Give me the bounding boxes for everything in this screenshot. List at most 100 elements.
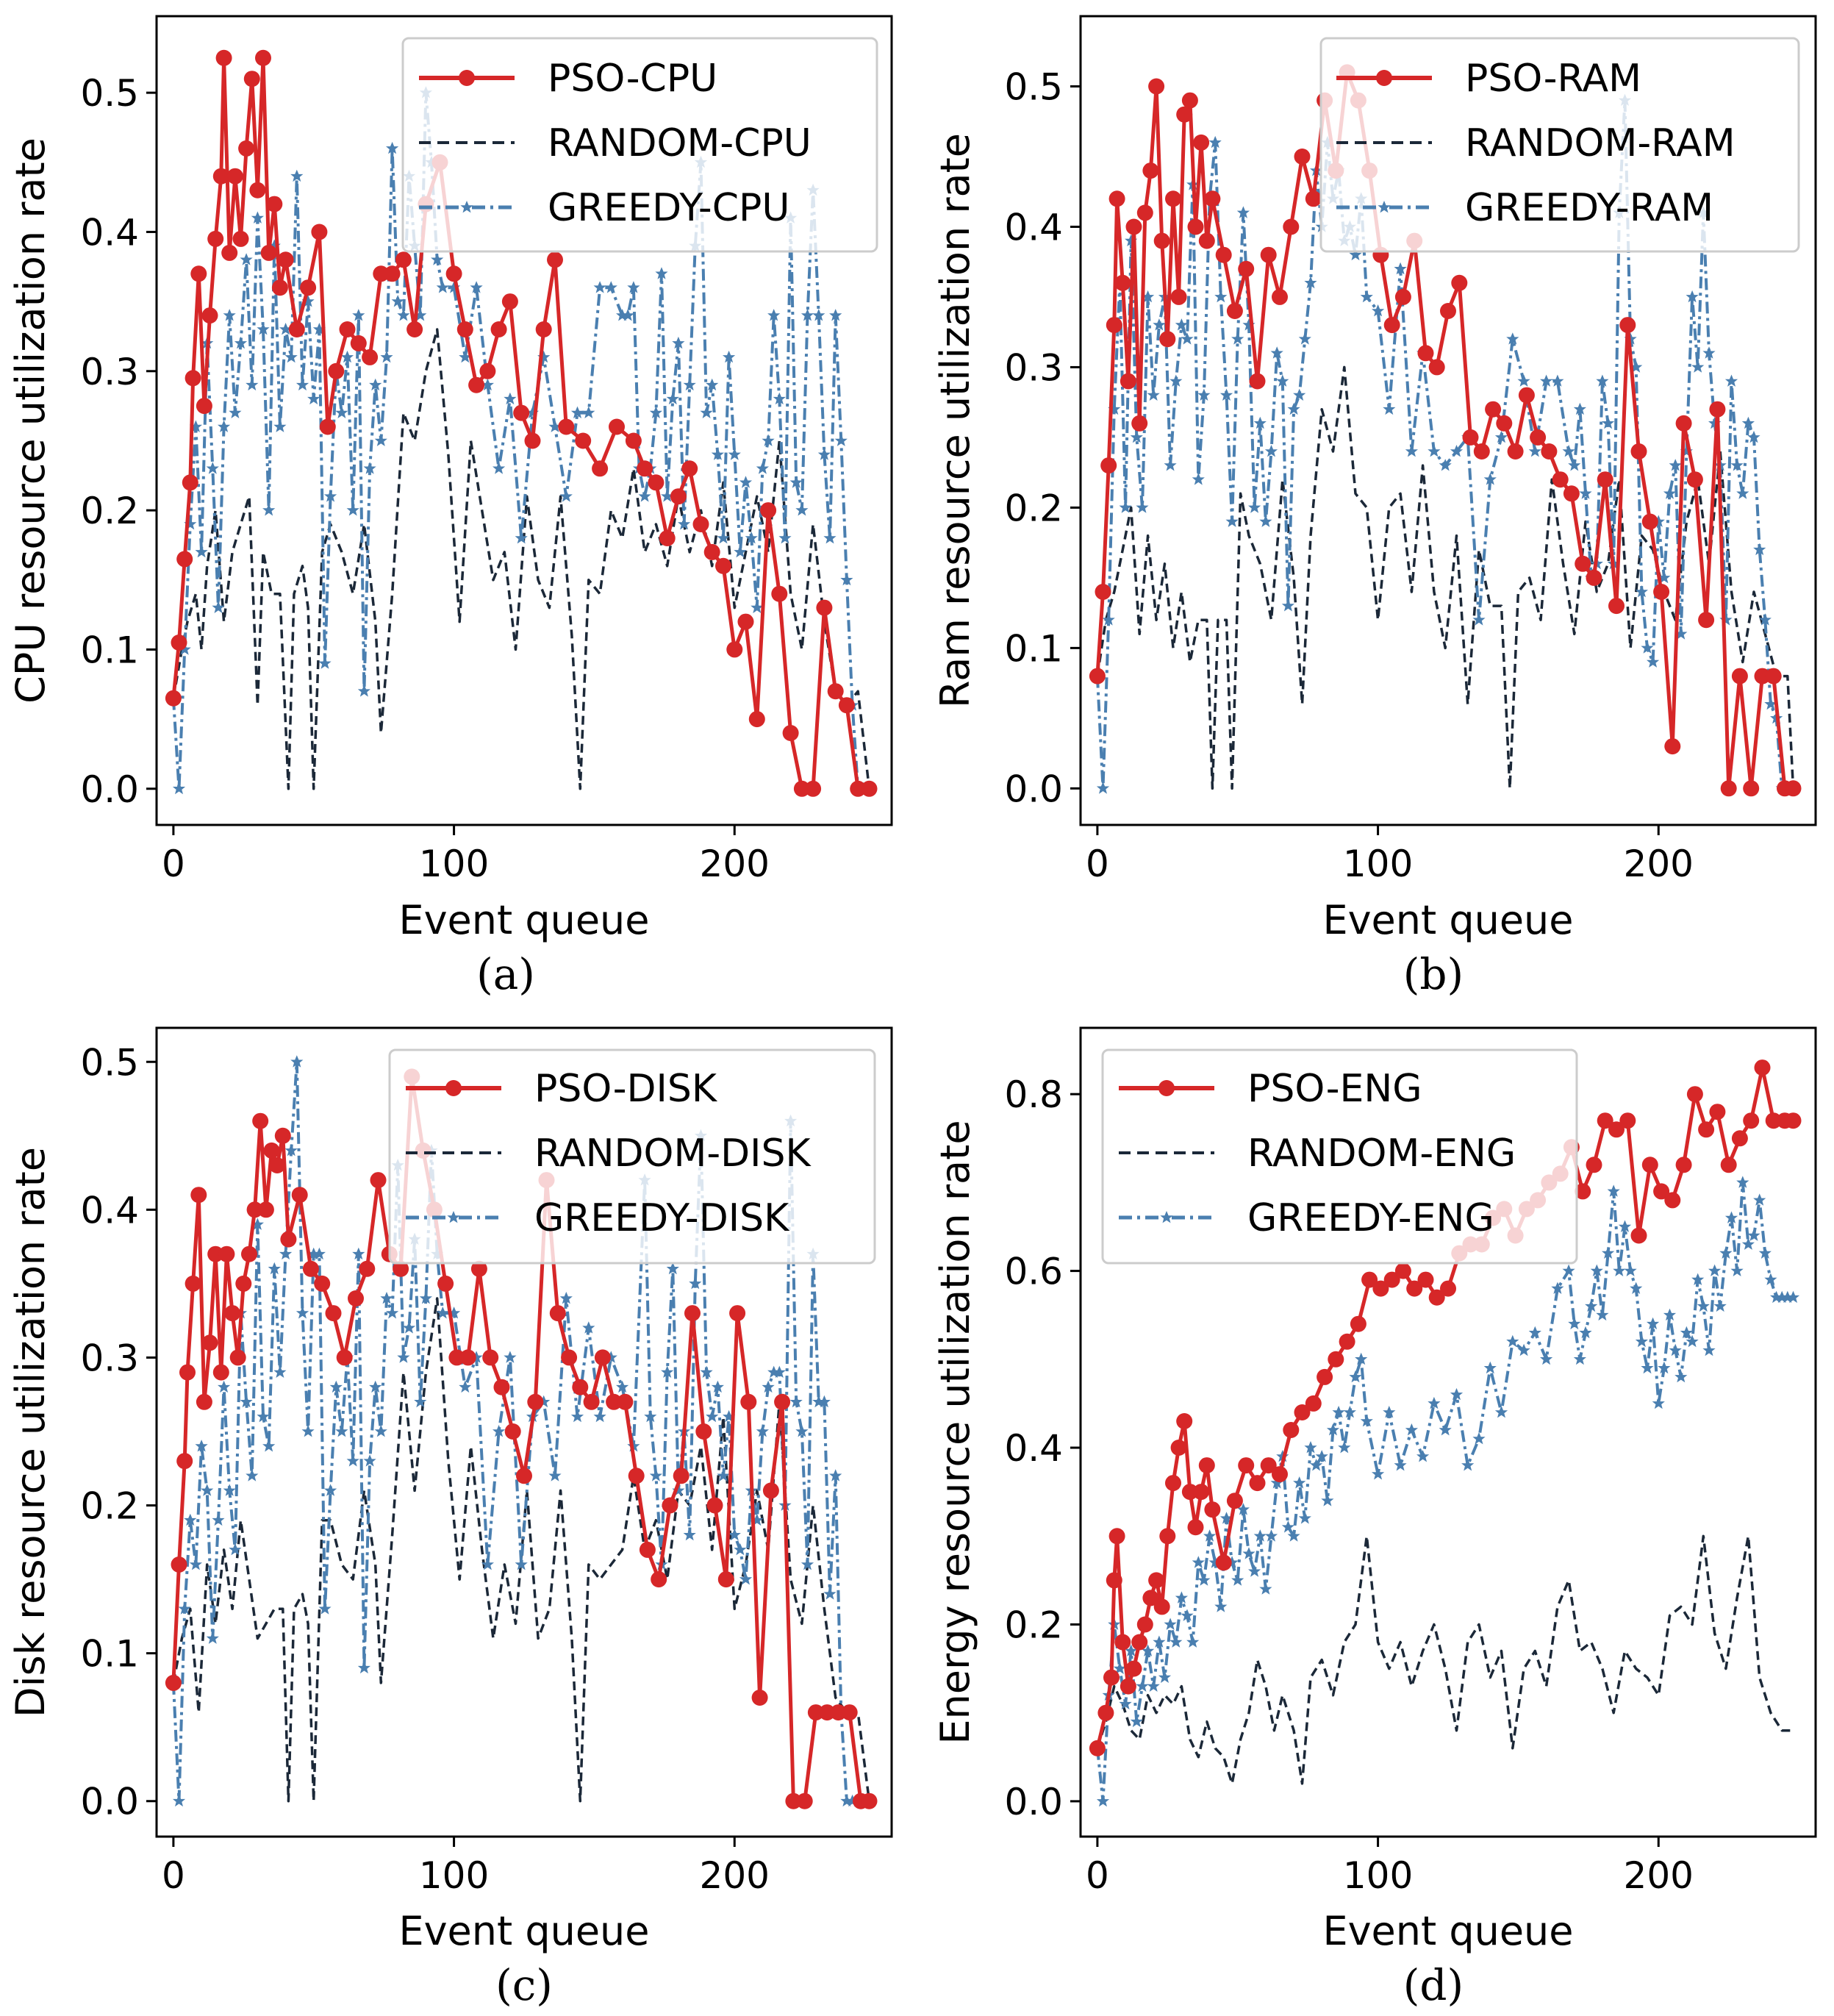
- data-point: [212, 1513, 225, 1526]
- data-point: [206, 462, 219, 474]
- data-point: [549, 1305, 566, 1322]
- data-point: [1186, 1635, 1200, 1648]
- plot-area: [165, 49, 878, 797]
- data-point: [1192, 473, 1205, 485]
- data-point: [841, 1704, 858, 1721]
- data-point: [201, 1484, 214, 1496]
- y-tick-label: 0.3: [1004, 346, 1063, 389]
- data-point: [737, 613, 754, 630]
- data-point: [1131, 1634, 1148, 1651]
- data-point: [182, 474, 198, 491]
- data-point: [1691, 360, 1705, 373]
- x-tick-label: 200: [1624, 843, 1694, 885]
- y-tick-label: 0.1: [1004, 627, 1063, 670]
- data-point: [1204, 190, 1221, 207]
- data-point: [1108, 1528, 1125, 1545]
- data-point: [218, 1245, 235, 1262]
- data-point: [1686, 471, 1703, 488]
- data-point: [1472, 1432, 1486, 1445]
- data-point: [795, 504, 809, 516]
- data-point: [1702, 1343, 1716, 1356]
- data-point: [346, 1454, 359, 1467]
- data-point: [850, 780, 867, 797]
- data-point: [459, 1380, 472, 1393]
- series-line-random: [172, 1297, 871, 1803]
- data-point: [246, 1469, 259, 1481]
- plot-area: [1089, 1059, 1802, 1807]
- data-point: [728, 448, 741, 460]
- data-point: [771, 585, 788, 602]
- data-point: [1165, 190, 1181, 207]
- data-point: [252, 1112, 269, 1129]
- data-point: [171, 635, 187, 651]
- data-point: [513, 404, 530, 421]
- data-point: [1181, 1484, 1198, 1501]
- data-point: [1259, 1582, 1272, 1595]
- data-point: [1552, 471, 1569, 488]
- data-point: [206, 1631, 219, 1644]
- data-point: [1540, 1352, 1553, 1365]
- x-axis-label: Event queue: [398, 897, 649, 943]
- y-tick-label: 0.0: [80, 1781, 139, 1823]
- y-ticks: 0.0 0.2 0.4 0.6 0.8: [1004, 1073, 1081, 1823]
- data-point: [436, 281, 449, 293]
- data-point: [1136, 501, 1149, 513]
- data-point: [212, 1364, 229, 1381]
- y-axis-label: CPU resource utilization rate: [7, 137, 54, 704]
- data-point: [1215, 246, 1232, 263]
- x-tick-label: 200: [1624, 1854, 1694, 1897]
- data-point: [729, 1305, 746, 1322]
- data-point: [314, 1275, 331, 1292]
- legend-item-greedy: GREEDY-DISK: [406, 1196, 790, 1240]
- y-tick-label: 0.2: [80, 1485, 139, 1528]
- data-point: [1321, 1494, 1334, 1506]
- legend-item-greedy: GREEDY-ENG: [1119, 1196, 1494, 1240]
- data-point: [448, 1349, 465, 1366]
- data-point: [583, 1393, 600, 1410]
- data-point: [1259, 515, 1272, 527]
- x-axis-label: Event queue: [1322, 1908, 1573, 1954]
- legend-label-pso: PSO-RAM: [1465, 57, 1641, 101]
- data-point: [1225, 515, 1239, 527]
- data-point: [240, 253, 253, 265]
- data-point: [1586, 569, 1602, 586]
- series-greedy: [1091, 1176, 1800, 1807]
- data-point: [229, 406, 242, 418]
- data-point: [1238, 260, 1255, 277]
- data-point: [1383, 1271, 1400, 1288]
- data-point: [726, 641, 743, 658]
- legend-label-pso: PSO-CPU: [548, 57, 717, 101]
- data-point: [374, 434, 387, 446]
- data-point: [575, 432, 592, 449]
- axes-frame: [1079, 1026, 1817, 1838]
- data-point: [559, 490, 573, 502]
- data-point: [1451, 274, 1468, 291]
- data-point: [1568, 459, 1581, 471]
- legend-box: [1319, 37, 1800, 253]
- data-point: [1719, 613, 1733, 626]
- data-point: [1417, 1271, 1434, 1288]
- data-point: [397, 1351, 410, 1363]
- legend-label-greedy: GREEDY-CPU: [548, 186, 789, 230]
- data-point: [561, 1349, 578, 1366]
- y-tick-label: 0.2: [80, 490, 139, 532]
- data-point: [384, 265, 401, 282]
- data-point: [370, 1172, 387, 1189]
- data-point: [1283, 1422, 1300, 1438]
- data-point: [414, 1395, 427, 1408]
- data-point: [307, 392, 320, 405]
- data-point: [300, 279, 317, 296]
- data-point: [1428, 359, 1445, 376]
- data-point: [190, 265, 207, 282]
- data-point: [301, 1425, 315, 1437]
- data-point: [362, 348, 379, 365]
- data-point: [176, 551, 193, 568]
- y-tick-label: 0.5: [80, 1041, 139, 1084]
- data-point: [468, 376, 485, 393]
- data-point: [1328, 1351, 1344, 1368]
- series-line-random: [172, 328, 871, 790]
- data-point: [196, 1393, 212, 1410]
- data-point: [594, 1349, 611, 1366]
- data-point: [492, 462, 506, 474]
